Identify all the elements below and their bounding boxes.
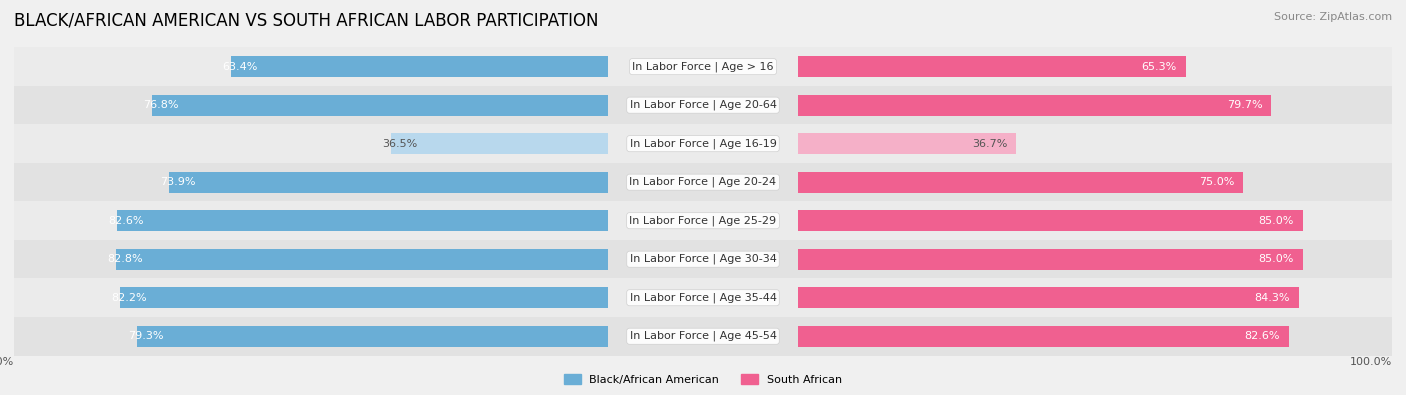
Bar bbox=[0, 201, 1406, 240]
Text: 82.6%: 82.6% bbox=[1244, 331, 1279, 341]
Bar bbox=[0, 86, 1406, 124]
Bar bbox=[117, 210, 607, 231]
Text: In Labor Force | Age 16-19: In Labor Force | Age 16-19 bbox=[630, 138, 776, 149]
Text: 63.4%: 63.4% bbox=[222, 62, 257, 71]
Text: 82.2%: 82.2% bbox=[111, 293, 146, 303]
Text: 100.0%: 100.0% bbox=[0, 357, 14, 367]
Text: In Labor Force | Age 30-34: In Labor Force | Age 30-34 bbox=[630, 254, 776, 265]
Bar bbox=[391, 133, 607, 154]
Text: In Labor Force | Age 20-64: In Labor Force | Age 20-64 bbox=[630, 100, 776, 111]
Text: In Labor Force | Age > 16: In Labor Force | Age > 16 bbox=[633, 61, 773, 72]
Bar bbox=[0, 86, 1406, 124]
Text: 73.9%: 73.9% bbox=[160, 177, 195, 187]
Bar bbox=[0, 47, 1406, 86]
Bar bbox=[0, 278, 1406, 317]
Text: 85.0%: 85.0% bbox=[1258, 254, 1294, 264]
Bar bbox=[0, 240, 1406, 278]
Text: In Labor Force | Age 45-54: In Labor Force | Age 45-54 bbox=[630, 331, 776, 342]
Bar bbox=[0, 163, 1406, 201]
Bar bbox=[169, 171, 607, 193]
Bar bbox=[232, 56, 607, 77]
Bar bbox=[0, 47, 1406, 86]
Bar bbox=[799, 133, 1017, 154]
Text: 75.0%: 75.0% bbox=[1199, 177, 1234, 187]
Text: 79.3%: 79.3% bbox=[128, 331, 163, 341]
Bar bbox=[120, 287, 607, 308]
Bar bbox=[0, 47, 1406, 86]
Bar bbox=[0, 201, 1406, 240]
Bar bbox=[0, 317, 1406, 356]
Bar bbox=[799, 325, 1288, 347]
Bar bbox=[0, 278, 1406, 317]
Text: 84.3%: 84.3% bbox=[1254, 293, 1289, 303]
Bar bbox=[799, 56, 1185, 77]
Bar bbox=[0, 201, 1406, 240]
Text: 36.5%: 36.5% bbox=[382, 139, 418, 149]
Text: In Labor Force | Age 20-24: In Labor Force | Age 20-24 bbox=[630, 177, 776, 188]
Bar bbox=[0, 86, 1406, 124]
Legend: Black/African American, South African: Black/African American, South African bbox=[560, 370, 846, 389]
Bar bbox=[0, 240, 1406, 278]
Text: 36.7%: 36.7% bbox=[972, 139, 1007, 149]
Text: 65.3%: 65.3% bbox=[1142, 62, 1177, 71]
Text: 100.0%: 100.0% bbox=[1350, 357, 1392, 367]
Text: 79.7%: 79.7% bbox=[1227, 100, 1263, 110]
Bar bbox=[0, 163, 1406, 201]
Bar bbox=[799, 210, 1303, 231]
Bar bbox=[0, 124, 1406, 163]
Bar bbox=[799, 171, 1243, 193]
Bar bbox=[0, 163, 1406, 201]
Text: 85.0%: 85.0% bbox=[1258, 216, 1294, 226]
Bar bbox=[0, 124, 1406, 163]
Bar bbox=[0, 317, 1406, 356]
Bar bbox=[0, 278, 1406, 317]
Bar bbox=[0, 124, 1406, 163]
Bar bbox=[0, 240, 1406, 278]
Bar bbox=[152, 94, 607, 116]
Bar bbox=[799, 94, 1271, 116]
Text: 82.6%: 82.6% bbox=[108, 216, 143, 226]
Text: 82.8%: 82.8% bbox=[107, 254, 143, 264]
Text: BLACK/AFRICAN AMERICAN VS SOUTH AFRICAN LABOR PARTICIPATION: BLACK/AFRICAN AMERICAN VS SOUTH AFRICAN … bbox=[14, 12, 599, 30]
Bar bbox=[799, 287, 1299, 308]
Bar bbox=[799, 248, 1303, 270]
Text: In Labor Force | Age 25-29: In Labor Force | Age 25-29 bbox=[630, 215, 776, 226]
Text: Source: ZipAtlas.com: Source: ZipAtlas.com bbox=[1274, 12, 1392, 22]
Bar bbox=[0, 317, 1406, 356]
Text: In Labor Force | Age 35-44: In Labor Force | Age 35-44 bbox=[630, 292, 776, 303]
Bar bbox=[117, 248, 607, 270]
Bar bbox=[136, 325, 607, 347]
Text: 76.8%: 76.8% bbox=[143, 100, 179, 110]
